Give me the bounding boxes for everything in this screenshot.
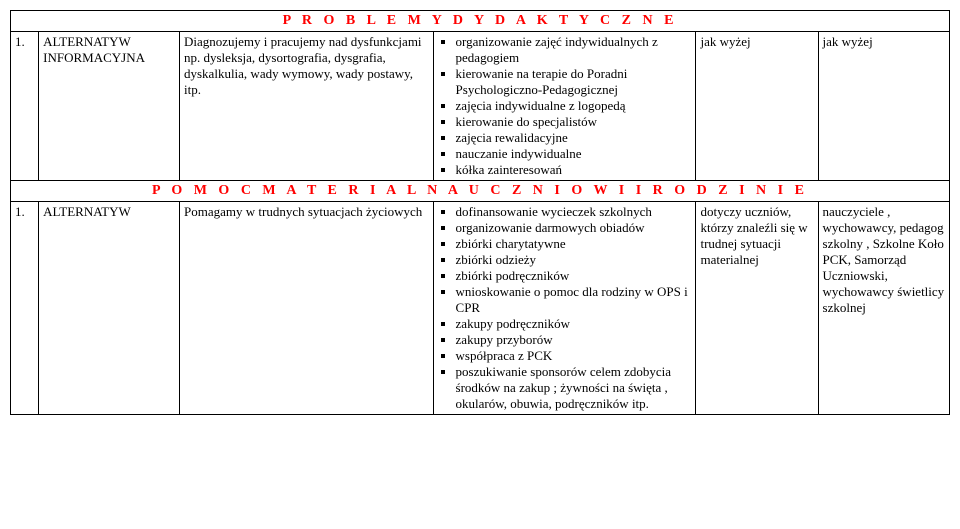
list-item: kółka zainteresowań <box>456 162 692 178</box>
list-item: współpraca z PCK <box>456 348 692 364</box>
row2-col5: dotyczy uczniów, którzy znaleźli się w t… <box>696 202 818 415</box>
row2-col3: Pomagamy w trudnych sytuacjach życiowych <box>180 202 434 415</box>
row1-col5: jak wyżej <box>696 32 818 181</box>
row1-bullets: organizowanie zajęć indywidualnych z ped… <box>438 34 692 178</box>
list-item: dofinansowanie wycieczek szkolnych <box>456 204 692 220</box>
row1-num: 1. <box>11 32 39 181</box>
list-item: zbiórki charytatywne <box>456 236 692 252</box>
section-row-1: P R O B L E M Y D Y D A K T Y C Z N E <box>11 11 950 32</box>
row1-col2-line1: ALTERNATYW <box>43 34 175 50</box>
row1-col4: organizowanie zajęć indywidualnych z ped… <box>433 32 696 181</box>
list-item: kierowanie do specjalistów <box>456 114 692 130</box>
list-item: kierowanie na terapie do Poradni Psychol… <box>456 66 692 98</box>
list-item: zbiórki podręczników <box>456 268 692 284</box>
list-item: organizowanie zajęć indywidualnych z ped… <box>456 34 692 66</box>
list-item: poszukiwanie sponsorów celem zdobycia śr… <box>456 364 692 412</box>
row1-col3: Diagnozujemy i pracujemy nad dysfunkcjam… <box>180 32 434 181</box>
row2-num: 1. <box>11 202 39 415</box>
section-header-2: P O M O C M A T E R I A L N A U C Z N I … <box>11 181 950 202</box>
row1-col2: ALTERNATYW INFORMACYJNA <box>39 32 180 181</box>
section-row-2: P O M O C M A T E R I A L N A U C Z N I … <box>11 181 950 202</box>
row2-bullets: dofinansowanie wycieczek szkolnych organ… <box>438 204 692 412</box>
list-item: organizowanie darmowych obiadów <box>456 220 692 236</box>
list-item: zajęcia rewalidacyjne <box>456 130 692 146</box>
list-item: zajęcia indywidualne z logopedą <box>456 98 692 114</box>
list-item: zakupy podręczników <box>456 316 692 332</box>
list-item: nauczanie indywidualne <box>456 146 692 162</box>
section-header-1: P R O B L E M Y D Y D A K T Y C Z N E <box>11 11 950 32</box>
table-row-2: 1. ALTERNATYW Pomagamy w trudnych sytuac… <box>11 202 950 415</box>
row2-col6: nauczyciele , wychowawcy, pedagog szkoln… <box>818 202 949 415</box>
list-item: zakupy przyborów <box>456 332 692 348</box>
main-table: P R O B L E M Y D Y D A K T Y C Z N E 1.… <box>10 10 950 415</box>
row1-col2-line2: INFORMACYJNA <box>43 50 175 66</box>
row1-col6: jak wyżej <box>818 32 949 181</box>
list-item: wnioskowanie o pomoc dla rodziny w OPS i… <box>456 284 692 316</box>
row2-col2: ALTERNATYW <box>39 202 180 415</box>
table-row-1: 1. ALTERNATYW INFORMACYJNA Diagnozujemy … <box>11 32 950 181</box>
list-item: zbiórki odzieży <box>456 252 692 268</box>
row2-col4: dofinansowanie wycieczek szkolnych organ… <box>433 202 696 415</box>
